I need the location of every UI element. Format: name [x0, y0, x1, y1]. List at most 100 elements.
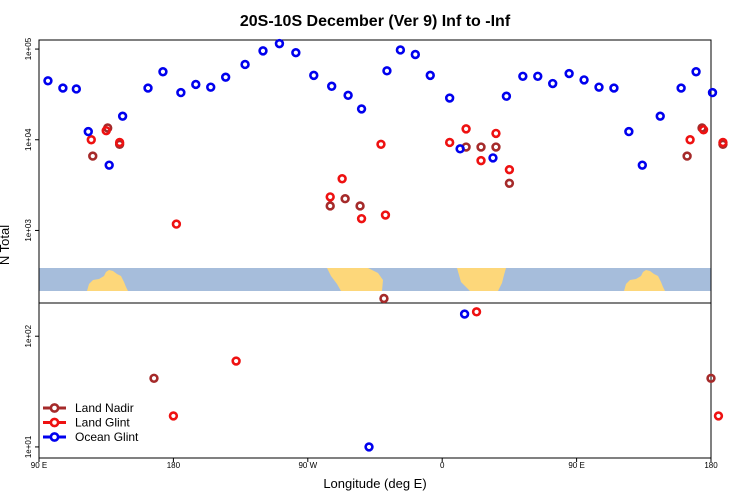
point-land-glint [491, 128, 501, 139]
y-tick-label: 1e+04 [24, 128, 33, 151]
x-axis-title: Longitude (deg E) [323, 476, 426, 491]
x-tick-label: 90 E [31, 461, 47, 470]
map-strip [39, 268, 711, 291]
y-tick-label: 1e+05 [24, 37, 33, 60]
point-land-nadir [706, 373, 716, 383]
point-land-glint [685, 135, 695, 145]
point-ocean-glint [206, 82, 216, 92]
point-ocean-glint [274, 38, 285, 49]
x-tick-label: 90 E [568, 461, 584, 470]
x-tick-label: 0 [440, 461, 445, 470]
point-ocean-glint [356, 104, 367, 114]
point-ocean-glint [117, 111, 128, 121]
point-ocean-glint [425, 70, 435, 81]
point-land-glint [698, 125, 709, 135]
point-land-glint [504, 164, 515, 175]
point-land-glint [376, 139, 386, 149]
point-ocean-glint [707, 87, 718, 98]
upper-panel-frame [38, 39, 712, 304]
point-land-glint [461, 124, 471, 134]
point-ocean-glint [691, 67, 701, 77]
x-tick-label: 180 [704, 461, 718, 470]
point-land-nadir [682, 151, 692, 161]
point-ocean-glint [624, 126, 634, 137]
point-land-glint [471, 307, 482, 317]
point-land-nadir [355, 201, 365, 211]
point-land-glint [325, 192, 335, 202]
point-ocean-glint [143, 83, 153, 93]
legend-label: Ocean Glint [75, 430, 139, 444]
point-land-glint [380, 210, 391, 220]
point-land-nadir [88, 151, 98, 161]
chart-title: 20S-10S December (Ver 9) Inf to -Inf [240, 13, 511, 30]
point-land-nadir [491, 142, 501, 152]
point-ocean-glint [58, 83, 68, 93]
y-axis-title: N Total [0, 225, 12, 265]
point-land-nadir [476, 142, 486, 152]
point-land-nadir [340, 194, 350, 204]
point-ocean-glint [459, 309, 470, 319]
point-ocean-glint [444, 93, 455, 103]
point-ocean-glint [240, 59, 250, 70]
y-tick-label: 1e+01 [24, 435, 33, 458]
point-land-glint [231, 356, 241, 366]
lower-y-axis: 1e+01 1e+02 [24, 324, 39, 458]
point-ocean-glint [83, 126, 93, 137]
legend-marker [49, 432, 60, 442]
america-landmass [327, 268, 383, 291]
point-ocean-glint [676, 83, 686, 93]
point-ocean-glint [191, 79, 201, 90]
point-ocean-glint [258, 46, 268, 56]
point-ocean-glint [326, 81, 337, 91]
legend-label: Land Glint [75, 416, 130, 430]
point-land-nadir [379, 293, 389, 304]
point-ocean-glint [488, 153, 498, 163]
point-ocean-glint [220, 72, 231, 82]
point-ocean-glint [382, 66, 392, 76]
x-axis: 90 E 180 90 W 0 90 E 180 [31, 458, 718, 470]
point-land-glint [114, 137, 125, 148]
point-ocean-glint [518, 71, 528, 81]
point-ocean-glint [364, 442, 374, 452]
point-land-glint [476, 155, 486, 166]
point-ocean-glint [176, 87, 186, 98]
y-tick-label: 1e+02 [24, 324, 33, 347]
point-land-glint [168, 411, 179, 421]
point-ocean-glint [410, 49, 421, 60]
data-points [43, 38, 728, 452]
point-ocean-glint [655, 111, 665, 121]
point-ocean-glint [43, 76, 53, 86]
point-ocean-glint [637, 160, 648, 170]
point-land-glint [171, 219, 182, 229]
lower-panel-frame [38, 302, 712, 459]
point-ocean-glint [455, 144, 465, 154]
point-land-nadir [504, 178, 515, 188]
point-land-glint [713, 411, 724, 421]
legend-marker [49, 417, 60, 428]
point-land-glint [444, 137, 455, 148]
point-land-glint [356, 213, 367, 224]
point-ocean-glint [564, 68, 574, 79]
africa-landmass [457, 268, 506, 291]
point-ocean-glint [343, 90, 353, 101]
legend-marker [49, 403, 60, 413]
y-tick-label: 1e+03 [24, 219, 33, 242]
point-ocean-glint [548, 78, 558, 89]
point-ocean-glint [579, 75, 589, 85]
point-land-glint [86, 135, 96, 145]
point-ocean-glint [104, 160, 114, 170]
point-ocean-glint [594, 82, 604, 92]
point-ocean-glint [501, 91, 512, 101]
point-ocean-glint [158, 67, 168, 77]
x-tick-label: 90 W [298, 461, 317, 470]
upper-y-axis: 1e+03 1e+04 1e+05 [24, 37, 39, 242]
point-ocean-glint [609, 83, 619, 93]
point-ocean-glint [71, 84, 82, 94]
x-tick-label: 180 [167, 461, 181, 470]
australia-landmass [87, 270, 128, 291]
point-ocean-glint [309, 70, 319, 81]
point-land-glint [101, 125, 111, 136]
